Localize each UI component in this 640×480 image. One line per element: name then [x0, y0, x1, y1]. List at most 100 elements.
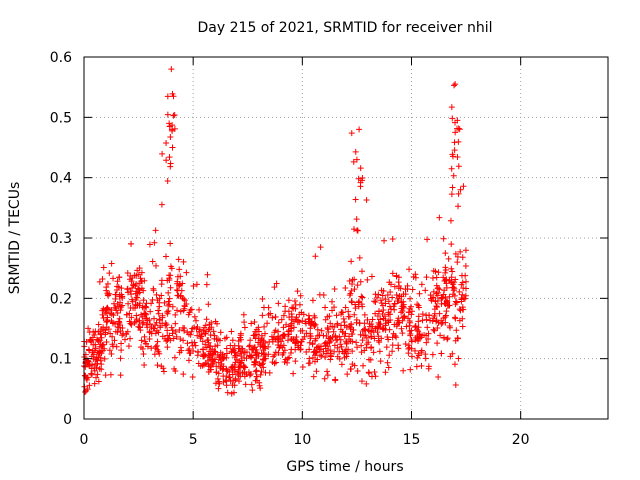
data-point	[323, 340, 330, 347]
data-point	[458, 272, 465, 279]
data-point	[255, 353, 262, 360]
data-point	[166, 154, 173, 161]
data-point	[281, 359, 288, 366]
data-point	[295, 339, 302, 346]
data-point	[280, 324, 287, 331]
data-point	[167, 272, 174, 279]
data-point	[176, 349, 183, 356]
data-point	[446, 293, 453, 300]
data-point	[320, 348, 327, 355]
data-point	[137, 327, 144, 334]
data-point	[221, 335, 228, 342]
data-point	[129, 298, 136, 305]
data-point	[188, 339, 195, 346]
data-point	[260, 304, 267, 311]
data-point	[151, 315, 158, 322]
data-point	[305, 312, 312, 319]
plot-frame	[83, 56, 609, 420]
data-point	[99, 311, 106, 318]
data-point	[451, 292, 458, 299]
data-point	[384, 334, 391, 341]
data-point	[156, 303, 163, 310]
data-point	[307, 325, 314, 332]
data-point	[103, 338, 110, 345]
data-point	[353, 339, 360, 346]
data-point	[269, 314, 276, 321]
data-point	[412, 274, 419, 281]
data-point	[133, 316, 140, 323]
data-point	[341, 354, 348, 361]
data-point	[368, 273, 375, 280]
data-point	[349, 348, 356, 355]
data-point	[419, 311, 426, 318]
data-point	[82, 388, 89, 395]
data-point	[425, 330, 432, 337]
data-point	[105, 306, 112, 313]
data-point	[381, 313, 388, 320]
data-point	[213, 363, 220, 370]
data-point	[425, 365, 432, 372]
data-point	[194, 324, 201, 331]
chart-title: Day 215 of 2021, SRMTID for receiver nhi…	[198, 20, 493, 36]
data-point	[457, 248, 464, 255]
data-point	[188, 328, 195, 335]
data-point	[125, 343, 132, 350]
data-point	[147, 320, 154, 327]
data-point	[229, 382, 236, 389]
data-point	[214, 342, 221, 349]
data-point	[437, 332, 444, 339]
data-point	[290, 370, 297, 377]
data-point	[391, 306, 398, 313]
data-point	[331, 286, 338, 293]
data-point	[356, 320, 363, 327]
data-point	[270, 353, 277, 360]
data-point	[354, 227, 361, 234]
data-point	[442, 250, 449, 257]
data-point	[356, 254, 363, 261]
data-point	[381, 237, 388, 244]
data-point	[294, 317, 301, 324]
data-point	[104, 280, 111, 287]
data-point	[412, 347, 419, 354]
data-point	[224, 389, 231, 396]
data-point	[266, 338, 273, 345]
data-point	[288, 328, 295, 335]
data-point	[192, 342, 199, 349]
data-point	[407, 295, 414, 302]
data-point	[217, 329, 224, 336]
data-point	[124, 328, 131, 335]
data-point	[297, 292, 304, 299]
data-point	[261, 323, 268, 330]
x-tick-label: 10	[293, 432, 311, 448]
data-point	[165, 289, 172, 296]
data-point	[440, 334, 447, 341]
data-point	[138, 269, 145, 276]
data-point	[186, 346, 193, 353]
data-point	[91, 380, 98, 387]
data-point	[265, 351, 272, 358]
data-point	[382, 317, 389, 324]
data-point	[418, 281, 425, 288]
data-point	[363, 197, 370, 204]
data-point	[106, 270, 113, 277]
data-point	[211, 335, 218, 342]
y-tick-label: 0.4	[50, 171, 72, 187]
data-point	[402, 291, 409, 298]
data-point	[327, 320, 334, 327]
data-point	[98, 334, 105, 341]
data-point	[146, 241, 153, 248]
data-point	[93, 374, 100, 381]
data-point	[453, 299, 460, 306]
data-point	[168, 66, 175, 73]
data-point	[188, 306, 195, 313]
data-point	[321, 375, 328, 382]
data-point	[418, 349, 425, 356]
data-point	[452, 81, 459, 88]
data-point	[185, 311, 192, 318]
data-point	[210, 350, 217, 357]
data-point	[451, 361, 458, 368]
data-point	[354, 368, 361, 375]
data-point	[164, 344, 171, 351]
data-point	[444, 335, 451, 342]
x-tick-label: 0	[80, 432, 89, 448]
